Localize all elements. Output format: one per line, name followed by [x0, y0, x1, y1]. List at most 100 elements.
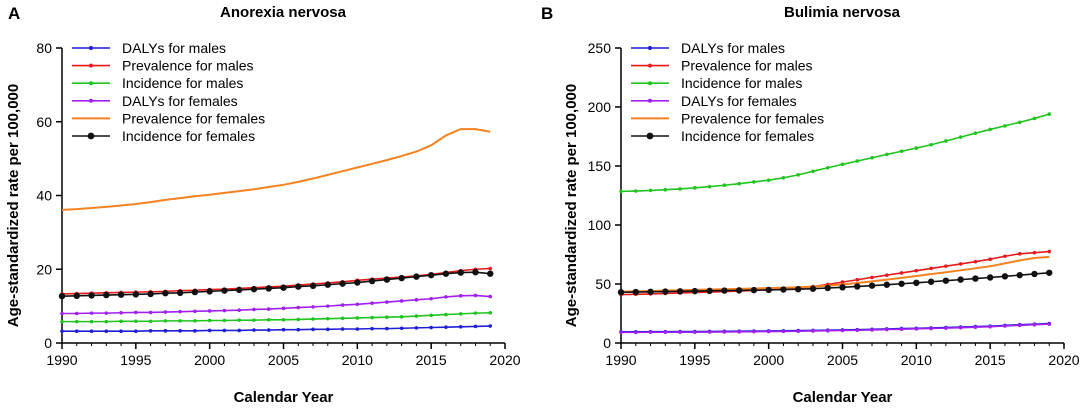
data-point	[870, 275, 874, 280]
y-tick-label: 150	[588, 158, 612, 174]
x-tick-label: 1995	[120, 352, 151, 368]
data-point	[855, 277, 860, 282]
legend-item: DALYs for females	[631, 93, 797, 109]
data-point	[750, 286, 758, 294]
legend-label: Incidence for females	[681, 128, 814, 144]
data-point	[973, 259, 978, 264]
data-point	[1047, 112, 1052, 116]
data-point	[193, 329, 197, 333]
data-point	[899, 271, 904, 275]
data-point	[914, 146, 919, 150]
x-tick-label: 2005	[827, 352, 858, 368]
data-point	[870, 328, 874, 332]
data-point	[737, 181, 741, 186]
data-point	[444, 295, 448, 299]
data-point	[988, 324, 992, 329]
x-tick-label: 2020	[1048, 352, 1079, 368]
data-point	[148, 319, 153, 324]
legend-item: Incidence for males	[72, 75, 243, 91]
data-point	[766, 329, 771, 334]
data-point	[722, 183, 727, 188]
data-point	[340, 303, 345, 307]
data-point	[370, 315, 374, 320]
data-point	[988, 127, 992, 132]
series-line	[62, 294, 491, 315]
data-point	[855, 159, 860, 163]
data-point	[399, 315, 404, 319]
data-point	[855, 328, 860, 333]
data-point	[1047, 249, 1052, 254]
data-point	[178, 309, 182, 314]
data-point	[781, 329, 786, 334]
y-tick-label: 20	[36, 261, 52, 277]
data-point	[617, 289, 625, 296]
data-point	[252, 328, 256, 332]
data-point	[163, 319, 168, 323]
series-incidence-for-females	[58, 269, 494, 300]
data-point	[929, 326, 933, 331]
data-point	[1003, 324, 1007, 328]
data-point	[429, 325, 433, 330]
series-dalys-for-females	[619, 322, 1052, 335]
data-point	[147, 290, 154, 298]
data-point	[222, 318, 227, 323]
data-point	[355, 302, 360, 307]
data-point	[385, 315, 389, 319]
legend-swatch-marker	[648, 81, 652, 86]
data-point	[148, 310, 153, 315]
y-axis-label: Age-standardized rate per 100,000	[563, 84, 580, 327]
data-point	[488, 266, 493, 271]
data-point	[266, 328, 271, 332]
data-point	[781, 176, 786, 180]
data-point	[296, 327, 301, 332]
legend-swatch-marker	[646, 132, 654, 140]
data-point	[885, 273, 889, 277]
data-point	[368, 277, 376, 285]
data-point	[89, 329, 94, 334]
data-point	[914, 268, 919, 273]
data-point	[74, 311, 79, 316]
data-point	[693, 186, 697, 190]
data-point	[132, 291, 140, 298]
data-point	[899, 327, 904, 331]
y-axis-label: Age-standardized rate per 100,000	[5, 84, 22, 327]
data-point	[929, 142, 933, 147]
data-point	[89, 311, 94, 315]
data-point	[927, 278, 935, 285]
data-point	[134, 310, 138, 315]
data-point	[809, 285, 817, 292]
data-point	[354, 279, 361, 286]
data-point	[766, 178, 771, 182]
x-axis-label: Calendar Year	[793, 389, 893, 406]
data-point	[163, 329, 168, 333]
data-point	[444, 312, 448, 317]
data-point	[237, 328, 241, 333]
legend-label: Incidence for males	[122, 75, 243, 91]
data-point	[429, 296, 433, 301]
data-point	[914, 327, 919, 331]
data-point	[458, 324, 463, 329]
data-point	[339, 280, 346, 287]
data-point	[633, 189, 638, 193]
data-point	[340, 327, 345, 331]
data-point	[619, 330, 623, 335]
data-point	[237, 318, 241, 322]
series-line	[62, 311, 491, 323]
legend-item: DALYs for females	[72, 93, 238, 109]
data-point	[457, 269, 464, 276]
legend-label: Incidence for males	[681, 75, 802, 91]
series-incidence-for-males	[619, 112, 1052, 194]
legend-swatch-marker	[89, 98, 93, 103]
data-point	[355, 316, 360, 320]
data-point	[89, 319, 94, 324]
data-point	[663, 330, 668, 335]
data-point	[1017, 251, 1022, 256]
data-point	[103, 291, 110, 299]
data-point	[1046, 269, 1053, 276]
series-prevalence-for-females	[61, 128, 491, 211]
y-tick-label: 50	[595, 276, 611, 292]
data-point	[385, 300, 389, 304]
data-point	[1016, 271, 1023, 279]
data-point	[735, 287, 743, 294]
